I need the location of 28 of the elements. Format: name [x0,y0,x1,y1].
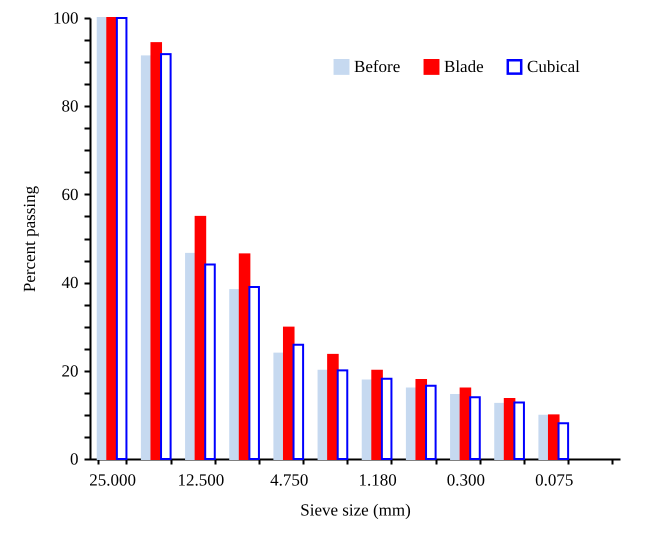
y-tick-label: 40 [62,273,78,292]
bar [248,286,260,460]
x-tick-label: 25.000 [89,470,136,490]
y-tick-label: 80 [62,96,78,116]
y-axis-title: Percent passing [20,185,39,292]
x-axis-title: Sieve size (mm) [300,500,411,520]
bar [336,369,348,460]
bar [380,378,392,460]
bar [513,402,525,460]
y-tick-label: 20 [62,361,78,380]
x-tick-label: 0.075 [535,470,574,490]
legend-label: Before [354,56,400,76]
bar [292,344,304,460]
x-tick-label: 0.300 [446,470,486,490]
bar [160,53,172,460]
bar [204,264,216,460]
bar [425,384,437,460]
y-tick-label: 0 [70,450,78,468]
x-tick-label: 4.750 [270,470,308,490]
x-tick-label: 1.180 [358,470,397,490]
y-tick-label: 60 [62,184,78,204]
bar [469,396,481,460]
x-tick-label: 12.500 [178,470,224,490]
legend-label: Blade [444,56,484,76]
y-tick-label: 100 [53,8,78,28]
bar [116,17,128,460]
legend-label: Cubical [527,56,580,76]
bar [558,422,570,460]
